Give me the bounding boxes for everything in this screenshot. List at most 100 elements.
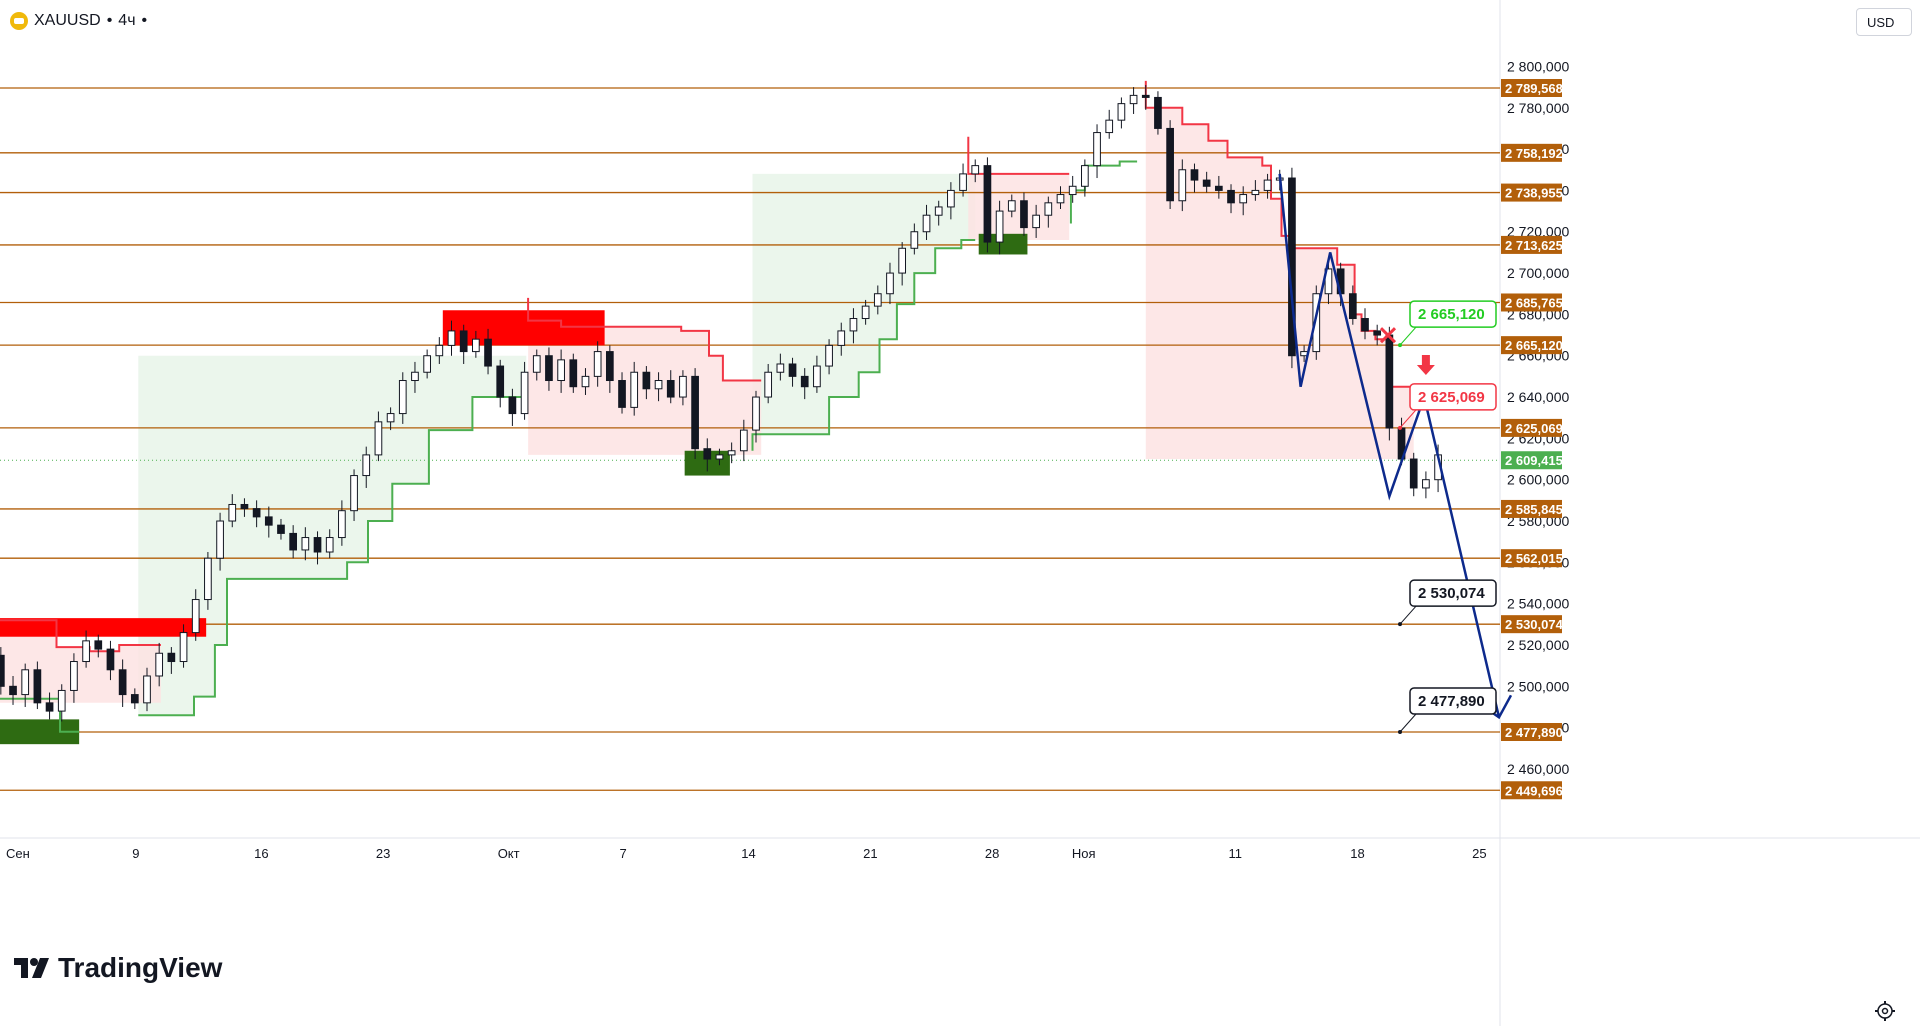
y-tick-label: 2 700,000	[1507, 265, 1569, 281]
chart-header: XAUUSD • 4ч •	[10, 8, 147, 34]
candle-body	[1263, 179, 1272, 191]
x-tick-label: 9	[132, 846, 139, 861]
candle-body	[252, 508, 261, 518]
callout-box	[1409, 579, 1497, 607]
level-price-tag	[1501, 336, 1562, 355]
uptrend-line	[138, 396, 527, 717]
candle-body	[386, 413, 395, 423]
candle-body	[593, 351, 602, 377]
candle-body	[1166, 127, 1174, 202]
candle-body	[1251, 189, 1260, 196]
candle-body	[764, 371, 773, 398]
candle-body	[411, 371, 419, 382]
level-price-tag	[1501, 235, 1562, 254]
candle-body	[983, 165, 992, 243]
uptrend-line	[0, 697, 80, 733]
downtrend-line	[527, 297, 762, 382]
candle-body	[33, 669, 42, 704]
candle-body	[1081, 165, 1089, 187]
candle-body	[813, 365, 821, 388]
callout-label: 2 530,074	[1418, 585, 1485, 602]
x-tick-label: 28	[985, 846, 999, 861]
candle-body	[1190, 169, 1199, 181]
downtrend-line	[967, 136, 1070, 175]
y-tick-label: 2 520,000	[1507, 637, 1569, 653]
candle-body	[739, 429, 748, 452]
level-price-label: 2 585,845	[1505, 502, 1563, 517]
candle-body	[57, 689, 66, 712]
tradingview-logo-text: TradingView	[58, 952, 223, 983]
candle-body	[1154, 96, 1162, 129]
candle-body	[898, 247, 907, 274]
candle-body	[581, 375, 590, 388]
candle-body	[1007, 200, 1016, 212]
candle-body	[1093, 132, 1101, 167]
candle-body	[1117, 103, 1126, 121]
candle-body	[94, 640, 103, 650]
candle-body	[800, 375, 809, 388]
level-price-label: 2 625,069	[1505, 421, 1563, 436]
candle-body	[1068, 185, 1077, 196]
candle-body	[277, 524, 285, 534]
callout-pointer	[1399, 409, 1417, 429]
callout-pointer	[1399, 605, 1417, 625]
y-tick-label: 2 540,000	[1507, 596, 1569, 612]
currency-button[interactable]: USD	[1856, 8, 1912, 36]
candle-body	[1373, 330, 1382, 336]
candle-body	[1348, 293, 1357, 320]
level-price-label: 2 789,568	[1505, 81, 1563, 96]
y-tick-label: 2 800,000	[1507, 58, 1569, 74]
level-price-tag	[1501, 723, 1562, 741]
invalidation-x-icon	[1379, 327, 1397, 344]
level-price-label: 2 713,625	[1505, 238, 1563, 253]
candle-body	[350, 475, 358, 512]
symbol-name[interactable]: XAUUSD	[34, 12, 101, 29]
candle-body	[959, 173, 967, 191]
candle-body	[289, 532, 298, 551]
x-tick-label: 7	[620, 846, 627, 861]
level-price-tag	[1501, 143, 1562, 162]
candle-body	[167, 652, 176, 663]
candle-body	[325, 537, 334, 553]
interval-label[interactable]: 4ч	[118, 12, 136, 29]
x-tick-label: 25	[1472, 846, 1486, 861]
current-price-tag	[1501, 451, 1562, 470]
candle-body	[788, 363, 797, 377]
candle-body	[995, 210, 1004, 243]
callout-pointer	[1399, 713, 1417, 733]
candle-body	[861, 305, 870, 320]
candle-body	[703, 448, 712, 460]
candle-body	[1105, 119, 1114, 134]
tradingview-logo[interactable]: TradingView	[14, 952, 222, 984]
candle-body	[642, 371, 651, 390]
level-price-tag	[1501, 615, 1562, 634]
candle-body	[301, 537, 310, 551]
candle-body	[910, 231, 919, 249]
level-price-label: 2 685,765	[1505, 295, 1563, 310]
candle-body	[0, 654, 5, 687]
settings-gear-icon[interactable]	[1874, 1000, 1896, 1022]
candle-body	[825, 344, 833, 367]
x-tick-label: Сен	[6, 846, 30, 861]
candle-body	[459, 330, 468, 353]
candle-body	[569, 359, 578, 388]
y-tick-label: 2 460,000	[1507, 761, 1569, 777]
downtrend-fill	[968, 136, 1070, 240]
candle-body	[1202, 179, 1211, 187]
candle-body	[118, 669, 127, 696]
x-tick-label: 18	[1350, 846, 1364, 861]
candle-body	[1020, 200, 1028, 229]
candle-body	[338, 510, 346, 539]
level-price-label: 2 477,890	[1505, 725, 1563, 740]
level-price-tag	[1501, 79, 1562, 97]
forecast-path	[1278, 173, 1501, 718]
candle-body	[971, 165, 980, 175]
candle-body	[715, 454, 724, 460]
candle-body	[1324, 268, 1333, 295]
gold-coin-icon	[10, 12, 28, 30]
candle-body	[374, 421, 383, 456]
downtrend-fill	[1145, 80, 1414, 460]
candle-body	[70, 661, 78, 691]
candle-body	[532, 355, 541, 373]
